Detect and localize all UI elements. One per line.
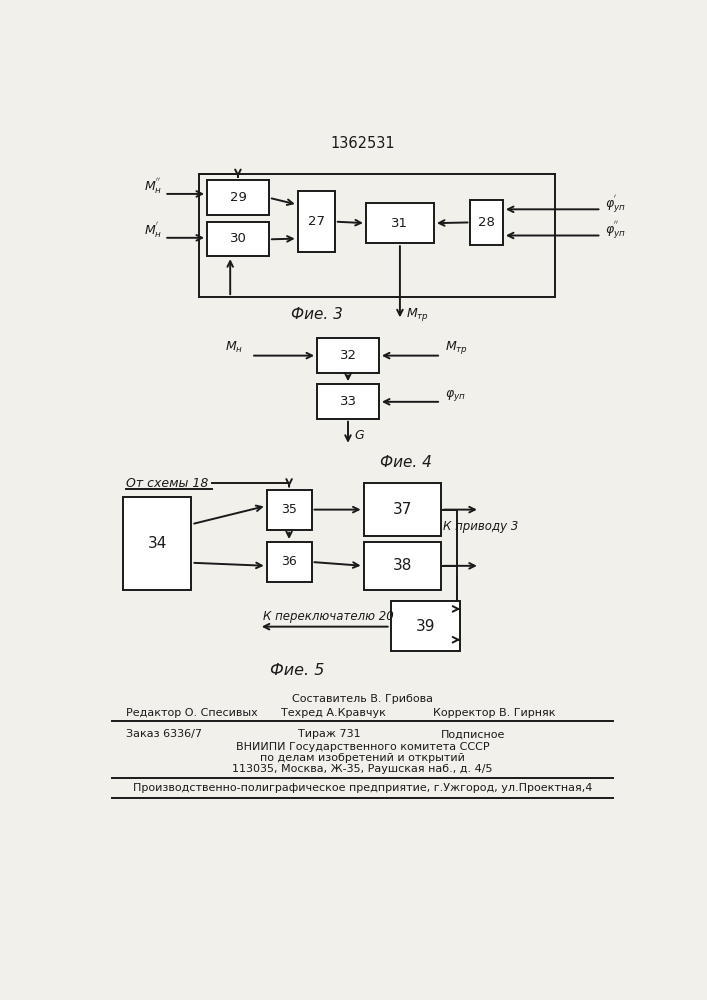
Text: Составитель В. Грибова: Составитель В. Грибова bbox=[292, 694, 433, 704]
Text: Заказ 6336/7: Заказ 6336/7 bbox=[126, 729, 201, 739]
Text: Редактор О. Спесивых: Редактор О. Спесивых bbox=[126, 708, 257, 718]
Text: От схемы 18: От схемы 18 bbox=[126, 477, 208, 490]
Bar bbox=[363, 483, 441, 536]
Text: 27: 27 bbox=[308, 215, 325, 228]
Bar bbox=[317, 384, 379, 419]
Bar bbox=[207, 222, 269, 256]
Bar bbox=[298, 191, 335, 252]
Text: $M_{тр}$: $M_{тр}$ bbox=[406, 306, 429, 323]
Text: 33: 33 bbox=[339, 395, 356, 408]
Text: $\varphi_{уп}^{'}$: $\varphi_{уп}^{'}$ bbox=[605, 193, 626, 215]
Text: 34: 34 bbox=[148, 536, 167, 551]
Text: Подписное: Подписное bbox=[441, 729, 506, 739]
Text: ВНИИПИ Государственного комитета СССР: ВНИИПИ Государственного комитета СССР bbox=[236, 742, 489, 752]
Text: 1362531: 1362531 bbox=[330, 136, 395, 151]
Text: 38: 38 bbox=[392, 558, 412, 573]
Text: 28: 28 bbox=[479, 216, 495, 229]
Text: $M_н^{'}$: $M_н^{'}$ bbox=[144, 220, 162, 240]
Text: 31: 31 bbox=[392, 217, 409, 230]
Bar bbox=[363, 542, 441, 590]
Bar bbox=[366, 203, 434, 243]
Text: Фие. 5: Фие. 5 bbox=[271, 663, 325, 678]
Text: 32: 32 bbox=[339, 349, 356, 362]
Text: 39: 39 bbox=[416, 619, 436, 634]
Text: Тираж 731: Тираж 731 bbox=[298, 729, 361, 739]
Text: $\varphi_{уп}$: $\varphi_{уп}$ bbox=[445, 388, 466, 403]
Text: $М_н$: $М_н$ bbox=[226, 340, 243, 355]
Text: Техред А.Кравчук: Техред А.Кравчук bbox=[281, 708, 385, 718]
Bar bbox=[207, 180, 269, 215]
Text: $M_н^{''}$: $M_н^{''}$ bbox=[144, 176, 162, 196]
Bar bbox=[391, 601, 460, 651]
Text: $G$: $G$ bbox=[354, 429, 366, 442]
Text: 29: 29 bbox=[230, 191, 246, 204]
Text: Фие. 3: Фие. 3 bbox=[291, 307, 343, 322]
Bar bbox=[123, 497, 192, 590]
Text: по делам изобретений и открытий: по делам изобретений и открытий bbox=[260, 753, 465, 763]
Text: К переключателю 20: К переключателю 20 bbox=[263, 610, 394, 623]
Text: Корректор В. Гирняк: Корректор В. Гирняк bbox=[433, 708, 556, 718]
Text: Фие. 4: Фие. 4 bbox=[380, 455, 432, 470]
Text: $М_{тр}$: $М_{тр}$ bbox=[445, 339, 468, 356]
Text: 36: 36 bbox=[281, 555, 297, 568]
Bar bbox=[267, 542, 312, 582]
Bar bbox=[267, 490, 312, 530]
Bar bbox=[317, 338, 379, 373]
Text: 37: 37 bbox=[392, 502, 412, 517]
Bar bbox=[470, 200, 503, 245]
Text: 35: 35 bbox=[281, 503, 297, 516]
Text: К приводу 3: К приводу 3 bbox=[443, 520, 519, 533]
Text: 113035, Москва, Ж-35, Раушская наб., д. 4/5: 113035, Москва, Ж-35, Раушская наб., д. … bbox=[233, 764, 493, 774]
Text: $\varphi_{уп}^{''}$: $\varphi_{уп}^{''}$ bbox=[605, 219, 626, 241]
Text: 30: 30 bbox=[230, 232, 246, 245]
Text: Производственно-полиграфическое предприятие, г.Ужгород, ул.Проектная,4: Производственно-полиграфическое предприя… bbox=[133, 783, 592, 793]
